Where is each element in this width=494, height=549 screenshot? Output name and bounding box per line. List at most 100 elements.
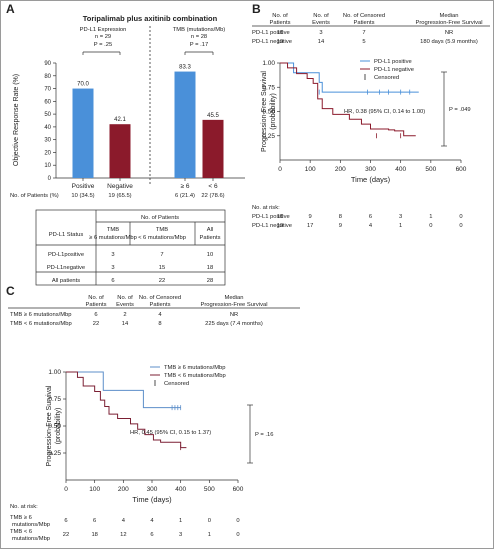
legend-label: PD-L1 positive (374, 59, 412, 65)
table-col-header: All (207, 227, 213, 233)
km-x-tick-label: 0 (278, 166, 282, 173)
summary-col-header: No. of Censored (343, 13, 385, 19)
summary-row-label: PD-L1 positive (252, 30, 290, 36)
patients-count: 19 (65.5) (108, 193, 131, 199)
km-x-tick-label: 500 (204, 486, 215, 493)
summary-col-header: Median (439, 13, 458, 19)
table-col-header: < 6 mutations/Mbp (138, 235, 186, 241)
bar-value-label: 83.3 (179, 65, 191, 71)
summary-col-header: Patients (354, 20, 375, 26)
km-x-tick-label: 300 (147, 486, 158, 493)
km-x-tick-label: 400 (395, 166, 406, 173)
bar (109, 124, 131, 178)
at-risk-value: 12 (120, 532, 126, 538)
summary-cell: 225 days (7.4 months) (205, 321, 263, 327)
km-x-tick-label: 400 (175, 486, 186, 493)
km-x-tick-label: 0 (64, 486, 68, 493)
y-tick-label: 70 (44, 87, 51, 93)
km-x-tick-label: 200 (335, 166, 346, 173)
table-col-header: ≥ 6 mutations/Mbp (89, 235, 137, 241)
km-curve (66, 371, 181, 409)
km-x-tick-label: 100 (89, 486, 100, 493)
y-tick-label: 90 (44, 61, 51, 67)
table-cell: 3 (111, 265, 114, 271)
km-y-axis-label: Progression-Free Survival (261, 71, 268, 152)
p-value: P = .049 (449, 107, 471, 113)
at-risk-value: 6 (150, 532, 153, 538)
patients-count: 10 (34.5) (71, 193, 94, 199)
summary-cell: 8 (158, 321, 161, 327)
km-y-tick-label: 1.00 (262, 60, 275, 67)
y-tick-label: 30 (44, 138, 51, 144)
at-risk-row-label: TMB < 6 (10, 529, 32, 535)
km-x-tick-label: 200 (118, 486, 129, 493)
hr-annotation: HR, 0.45 (95% CI, 0.15 to 1.37) (130, 430, 211, 436)
km-x-axis-label: Time (days) (132, 495, 172, 504)
at-risk-value: 10 (277, 214, 283, 220)
bar (72, 88, 94, 178)
summary-cell: 10 (277, 30, 283, 36)
summary-cell: NR (230, 312, 238, 318)
bar-value-label: 70.0 (77, 82, 89, 88)
at-risk-value: 4 (369, 223, 373, 229)
at-risk-value: 1 (429, 214, 432, 220)
summary-row-label: PD-L1 negative (252, 39, 292, 45)
patients-count: 22 (78.6) (201, 193, 224, 199)
at-risk-value: 19 (277, 223, 283, 229)
patients-row-label: No. of Patients (%) (10, 193, 59, 199)
at-risk-row-label: mutations/Mbp (12, 536, 50, 542)
table-group-header: No. of Patients (141, 215, 179, 221)
at-risk-row-label: PD-L1 negative (252, 223, 292, 229)
table-cell: 7 (160, 252, 163, 258)
table-cell: PD-L1positive (48, 252, 84, 258)
km-x-tick-label: 600 (233, 486, 244, 493)
table-cell: All patients (52, 278, 80, 284)
group-n: n = 28 (191, 34, 207, 40)
at-risk-value: 0 (459, 223, 462, 229)
table-col-header: Patients (200, 235, 221, 241)
table-cell: 28 (207, 278, 213, 284)
summary-cell: 2 (123, 312, 126, 318)
bar (174, 71, 196, 178)
km-y-axis-label: (probability) (55, 408, 62, 445)
x-category-label: Negative (107, 183, 133, 190)
at-risk-value: 18 (91, 532, 97, 538)
legend-label: TMB < 6 mutations/Mbp (164, 373, 226, 379)
km-y-tick-label: 0.50 (262, 109, 275, 116)
table-cell: PD-L1negative (47, 265, 85, 271)
km-y-axis-label: (probability) (270, 93, 277, 130)
table-cell: 15 (159, 265, 165, 271)
table-col-header: TMB (107, 227, 119, 233)
at-risk-value: 6 (369, 214, 372, 220)
y-axis-label: Objective Response Rate (%) (13, 74, 20, 166)
km-x-tick-label: 300 (365, 166, 376, 173)
table-border (35, 209, 226, 286)
summary-row-label: TMB ≥ 6 mutations/Mbp (10, 312, 72, 318)
km-y-tick-label: 0.75 (262, 84, 275, 91)
at-risk-value: 1 (179, 518, 182, 524)
legend-label: Censored (164, 381, 189, 387)
group-p-value: P = .17 (190, 42, 208, 48)
group-n: n = 29 (95, 34, 111, 40)
at-risk-row-label: PD-L1 positive (252, 214, 290, 220)
km-x-tick-label: 100 (305, 166, 316, 173)
y-tick-label: 10 (44, 163, 51, 169)
summary-cell: 4 (158, 312, 162, 318)
summary-cell: 3 (319, 30, 322, 36)
summary-cell: 6 (94, 312, 97, 318)
panel-letter-b: B (252, 2, 261, 16)
panel-letter-a: A (6, 2, 15, 16)
summary-col-header: Patients (270, 20, 291, 26)
summary-col-header: Patients (86, 302, 107, 308)
table-cell: 10 (207, 252, 213, 258)
bar-value-label: 45.5 (207, 113, 219, 119)
summary-col-header: No. of (117, 295, 133, 301)
at-risk-row-label: mutations/Mbp (12, 522, 50, 528)
patients-count: 6 (21.4) (175, 193, 195, 199)
summary-col-header: Patients (150, 302, 171, 308)
km-x-tick-label: 500 (425, 166, 436, 173)
km-curve (66, 371, 187, 449)
summary-cell: 22 (93, 321, 99, 327)
summary-col-header: No. of (313, 13, 329, 19)
